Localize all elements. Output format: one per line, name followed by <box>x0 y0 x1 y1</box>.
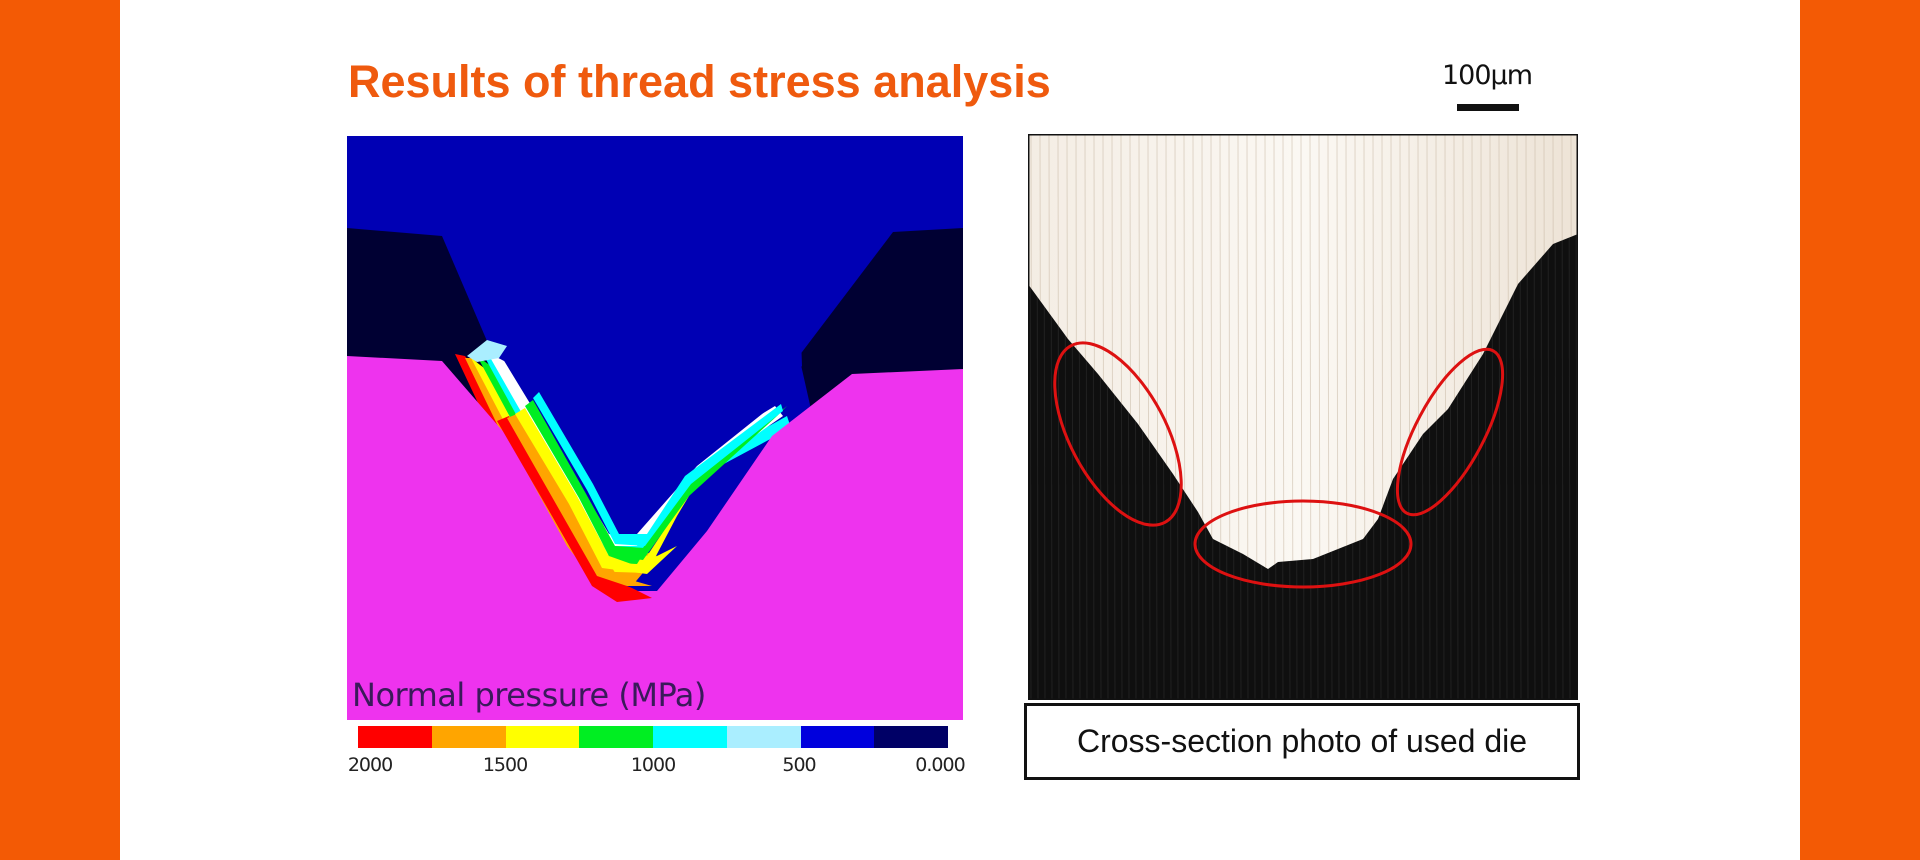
wear-ellipse-left <box>1053 341 1183 527</box>
legend-swatch <box>726 726 801 748</box>
photo-caption-box: Cross-section photo of used die <box>1024 703 1580 780</box>
legend-swatch <box>505 726 580 748</box>
wear-ellipse-bottom <box>1193 499 1413 589</box>
stress-simulation-image <box>347 136 963 720</box>
material-region <box>347 356 963 720</box>
page-title: Results of thread stress analysis <box>348 56 1051 107</box>
photo-caption: Cross-section photo of used die <box>1076 723 1528 759</box>
legend-swatch <box>431 726 506 748</box>
legend-tick-label: 2000 <box>347 754 393 776</box>
legend-swatch <box>358 726 432 748</box>
legend-swatch <box>874 726 948 748</box>
legend-tick-label: 500 <box>782 754 816 776</box>
scale-bar-line <box>1457 104 1519 111</box>
legend-tick-label: 0.000 <box>915 754 965 776</box>
color-legend <box>358 726 948 748</box>
scale-bar: 100μm <box>1432 60 1542 114</box>
thread-inner-blue <box>443 226 802 534</box>
simulation-caption: Normal pressure (MPa) <box>352 676 706 714</box>
legend-swatch <box>800 726 875 748</box>
legend-tick-label: 1500 <box>482 754 528 776</box>
legend-swatch <box>579 726 653 748</box>
cross-section-photo <box>1028 134 1578 700</box>
wear-ellipse-right <box>1395 347 1505 517</box>
legend-tick-label: 1000 <box>630 754 676 776</box>
legend-ticks: 2000 1500 1000 500 0.000 <box>343 754 973 780</box>
legend-swatch <box>653 726 727 748</box>
scale-bar-label: 100μm <box>1441 60 1533 91</box>
